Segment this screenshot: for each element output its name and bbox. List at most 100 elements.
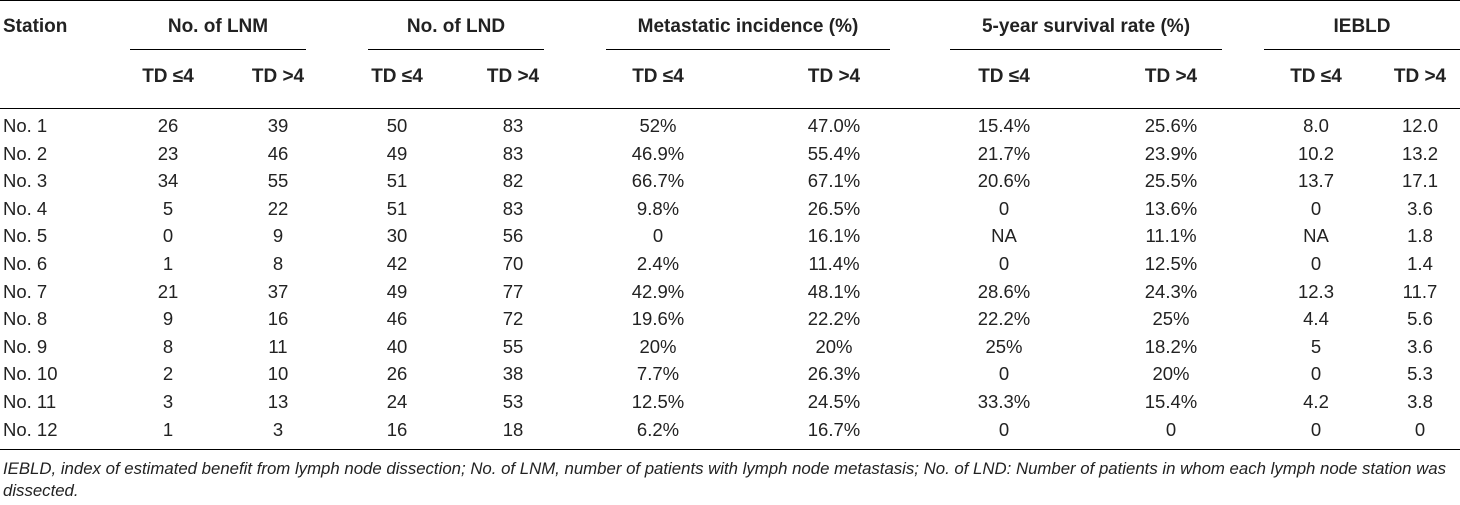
table-cell: 70 [502, 253, 524, 274]
table-cell: 5.6 [1407, 308, 1433, 330]
station-cell: No. 9 [3, 335, 48, 357]
table-cell: 22.2% [977, 308, 1031, 330]
group-underline [606, 49, 890, 50]
header-group-iebld: IEBLD [1333, 16, 1391, 37]
table-cell: 2 [162, 363, 174, 385]
table-cell: 3.6 [1407, 197, 1433, 219]
table-cell: 11.4% [808, 253, 860, 274]
top-rule [0, 0, 1460, 1]
table-cell: 0 [1310, 253, 1322, 274]
table-cell: 8 [272, 253, 284, 274]
table-cell: 39 [267, 115, 289, 136]
table-cell: 53 [502, 391, 524, 412]
table-cell: 48.1% [807, 280, 861, 302]
subheader-td-le4: TD ≤4 [1290, 66, 1342, 87]
table-cell: 3 [272, 418, 284, 440]
table-cell: 55 [502, 335, 524, 357]
header-group-lnd: No. of LND [406, 16, 506, 37]
table-cell: 24.3% [1144, 280, 1198, 302]
table-row: No. 1 26 39 50 83 52% 47.0% 15.4% 25.6% 8.0 12.0 [0, 115, 1460, 143]
table-cell: 10.2 [1297, 142, 1334, 164]
table-cell: 20.6% [977, 170, 1031, 192]
table-cell: 37 [267, 280, 289, 302]
table-cell: 38 [502, 363, 524, 385]
table-row: No. 12 1 3 16 18 6.2% 16.7% 0 0 0 0 [0, 419, 1460, 447]
subheader-td-le4: TD ≤4 [371, 66, 423, 87]
table-cell: 0 [162, 225, 174, 247]
station-cell: No. 5 [3, 225, 48, 247]
table-cell: 25% [1152, 308, 1190, 330]
table-cell: 18.2% [1144, 335, 1198, 357]
table-cell: 47.0% [807, 115, 861, 136]
table-cell: 8.0 [1303, 115, 1329, 136]
table-row: No. 3 34 55 51 82 66.7% 67.1% 20.6% 25.5% 13.7 17.… [0, 170, 1460, 198]
table-cell: 51 [386, 197, 408, 219]
table-cell: 49 [386, 280, 408, 302]
table-cell: 3.6 [1407, 335, 1433, 357]
table-cell: 12.0 [1401, 115, 1438, 136]
table-cell: 11.7 [1402, 280, 1438, 302]
table-cell: 11 [268, 335, 288, 357]
table-cell: 12.3 [1297, 280, 1334, 302]
table-cell: 42.9% [631, 280, 685, 302]
header-group-metastatic: Metastatic incidence (%) [637, 16, 859, 37]
table-cell: 21 [157, 280, 179, 302]
subheader-td-le4: TD ≤4 [142, 66, 194, 87]
table-cell: 66.7% [631, 170, 685, 192]
table-cell: 1.4 [1407, 253, 1433, 274]
table-cell: 56 [502, 225, 524, 247]
table-cell: 8 [162, 335, 174, 357]
table-cell: 34 [157, 170, 179, 192]
table-cell: 3 [162, 391, 174, 412]
table-cell: 82 [502, 170, 524, 192]
table-cell: 5 [1310, 335, 1322, 357]
table-row: No. 6 1 8 42 70 2.4% 11.4% 0 12.5% 0 1.4 [0, 253, 1460, 281]
table-cell: 11.1% [1145, 225, 1197, 247]
group-underline [368, 49, 544, 50]
table-row: No. 5 0 9 30 56 0 16.1% NA 11.1% NA 1.8 [0, 225, 1460, 253]
table-cell: 22.2% [807, 308, 861, 330]
table-cell: 13.7 [1297, 170, 1334, 192]
table-cell: 20% [639, 335, 677, 357]
table-row: No. 10 2 10 26 38 7.7% 26.3% 0 20% 0 5.3 [0, 363, 1460, 391]
table-row: No. 4 5 22 51 83 9.8% 26.5% 0 13.6% 0 3.6 [0, 198, 1460, 226]
table-cell: 72 [502, 308, 524, 330]
table-cell: 33.3% [977, 391, 1031, 412]
table-cell: 9 [272, 225, 284, 247]
table-cell: 17.1 [1401, 170, 1438, 192]
station-cell: No. 10 [3, 363, 58, 385]
table-cell: 13.6% [1144, 197, 1198, 219]
table-cell: 2.4% [636, 253, 680, 274]
table-cell: 25.5% [1144, 170, 1198, 192]
station-cell: No. 7 [3, 280, 48, 302]
subheader-td-gt4: TD >4 [1393, 66, 1447, 87]
station-cell: No. 3 [3, 170, 48, 192]
header-group-survival: 5-year survival rate (%) [981, 16, 1191, 37]
table-cell: 0 [1310, 197, 1322, 219]
table-cell: 0 [998, 363, 1010, 385]
table-cell: 26 [157, 115, 179, 136]
table-cell: NA [1303, 225, 1329, 247]
table-cell: 42 [386, 253, 408, 274]
subheader-td-gt4: TD >4 [1144, 66, 1198, 87]
table-cell: 25% [985, 335, 1023, 357]
table-cell: 18 [502, 418, 524, 440]
station-cell: No. 12 [3, 418, 58, 440]
table-cell: 12.5% [631, 391, 685, 412]
subheader-td-gt4: TD >4 [251, 66, 305, 87]
table-cell: 22 [267, 197, 289, 219]
table-cell: 16.1% [807, 225, 861, 247]
table-cell: 26.5% [807, 197, 861, 219]
table-cell: 9.8% [636, 197, 680, 219]
table-cell: 83 [502, 115, 524, 136]
table-cell: 46.9% [631, 142, 685, 164]
table-cell: 52% [639, 115, 677, 136]
table-cell: 0 [1414, 418, 1426, 440]
station-cell: No. 6 [3, 253, 48, 274]
table-cell: 6.2% [636, 418, 680, 440]
table-cell: 49 [386, 142, 408, 164]
group-underline [1264, 49, 1460, 50]
table-row: No. 8 9 16 46 72 19.6% 22.2% 22.2% 25% 4.4 5.6 [0, 308, 1460, 336]
table-cell: 24.5% [807, 391, 861, 412]
table-row: No. 11 3 13 24 53 12.5% 24.5% 33.3% 15.4% 4.2 3.8 [0, 391, 1460, 419]
